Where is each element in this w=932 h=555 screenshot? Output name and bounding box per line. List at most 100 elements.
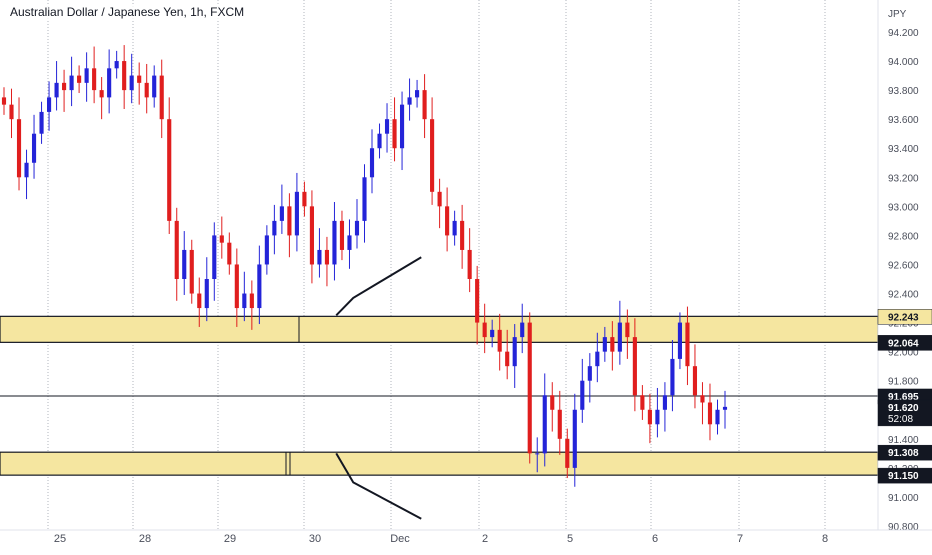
candle-body (114, 61, 119, 69)
candle-body (354, 220, 360, 236)
candle-body (670, 358, 675, 396)
price-label-91308-text: 91.308 (888, 448, 919, 459)
candle-body (84, 68, 89, 83)
y-tick-label: 92.600 (888, 260, 919, 271)
candle-body (662, 395, 667, 410)
price-label-92064 (877, 335, 932, 351)
candle-body (309, 206, 314, 265)
candle-body (512, 337, 517, 367)
candle-body (415, 90, 420, 98)
candle-body (572, 409, 577, 468)
y-tick-label: 92.800 (888, 231, 919, 242)
candle-body (347, 235, 352, 250)
y-tick-label: 92.400 (888, 290, 919, 301)
y-tick-label: 93.200 (888, 173, 919, 184)
candle-body (445, 206, 450, 236)
candle-body (362, 177, 367, 221)
candle-body (219, 235, 224, 243)
candle-body (294, 191, 299, 236)
candle-body (287, 206, 292, 236)
price-label-92243 (877, 309, 932, 325)
candle-body (39, 111, 44, 134)
x-tick-label: 2 (482, 533, 488, 545)
y-tick-label: 92.000 (888, 348, 919, 359)
candle-body (9, 104, 14, 120)
candle-body (640, 395, 645, 410)
x-tick-label: 5 (567, 533, 573, 545)
candle-body (1, 97, 7, 105)
candle-body (46, 97, 52, 112)
x-axis-panel (0, 530, 932, 550)
candle-body (482, 322, 487, 338)
candle-body (587, 366, 592, 381)
candle-body (107, 68, 112, 98)
candle-body (625, 322, 630, 338)
y-tick-label: 93.000 (888, 202, 919, 213)
candle-body (505, 351, 510, 367)
y-tick-label: 93.600 (888, 115, 919, 126)
price-label-91620-text: 91.620 (888, 403, 919, 414)
candle-body (685, 322, 690, 367)
y-tick-label: 91.800 (888, 377, 919, 388)
candle-body (392, 119, 397, 149)
candle-body (212, 235, 217, 279)
candle-body (542, 395, 547, 454)
y-tick-label: 90.800 (888, 522, 919, 533)
chart-title: Australian Dollar / Japanese Yen, 1h, FX… (8, 5, 247, 19)
candle-body (692, 366, 698, 396)
x-tick-label: 7 (737, 533, 743, 545)
candle-body (234, 264, 239, 309)
candle-body (430, 119, 435, 192)
candle-body (227, 242, 232, 265)
candle-body (557, 409, 562, 439)
candle-body (595, 351, 600, 367)
candle-body (369, 148, 375, 178)
candle-body (137, 75, 142, 83)
candle-body (62, 82, 67, 91)
x-tick-label: 6 (652, 533, 658, 545)
candle-body (242, 293, 247, 309)
x-tick-label: 8 (822, 533, 828, 545)
candle-body (565, 438, 570, 468)
candle-body (700, 395, 705, 403)
candle-body (407, 97, 412, 105)
candle-body (324, 249, 330, 265)
candle-body (332, 220, 337, 265)
candle-body (92, 68, 97, 91)
candle-body (197, 293, 202, 309)
candle-body (707, 402, 713, 425)
candle-body (54, 82, 59, 98)
candle-body (677, 322, 683, 359)
candle-body (279, 206, 284, 221)
candle-body (272, 220, 277, 236)
y-tick-label: 93.400 (888, 144, 919, 155)
candle-body (144, 82, 149, 98)
x-tick-label: 30 (309, 533, 321, 545)
y-tick-label: 94.200 (888, 28, 919, 39)
candle-body (452, 220, 457, 236)
lower-zone (0, 451, 879, 476)
candle-body (497, 329, 502, 352)
candle-body (655, 409, 660, 425)
price-label-91620 (877, 399, 932, 427)
candle-body (204, 279, 209, 309)
x-tick-label: 28 (139, 533, 151, 545)
y-tick-label: 94.000 (888, 57, 919, 68)
projection-down-path (335, 452, 422, 520)
y-tick-label: 93.800 (888, 86, 919, 97)
candle-body (422, 90, 427, 120)
candle-body (384, 119, 390, 134)
candle-body (69, 75, 74, 91)
candle-body (399, 104, 405, 149)
candle-body (527, 322, 532, 454)
x-tick-label: Dec (390, 533, 410, 545)
candle-body (129, 75, 134, 91)
candle-body (189, 249, 194, 294)
candle-body (647, 409, 652, 425)
candle-body (16, 119, 22, 178)
x-tick-label: 29 (224, 533, 236, 545)
candle-body (122, 61, 127, 91)
candle-body (632, 337, 637, 396)
candle-body (302, 191, 307, 207)
